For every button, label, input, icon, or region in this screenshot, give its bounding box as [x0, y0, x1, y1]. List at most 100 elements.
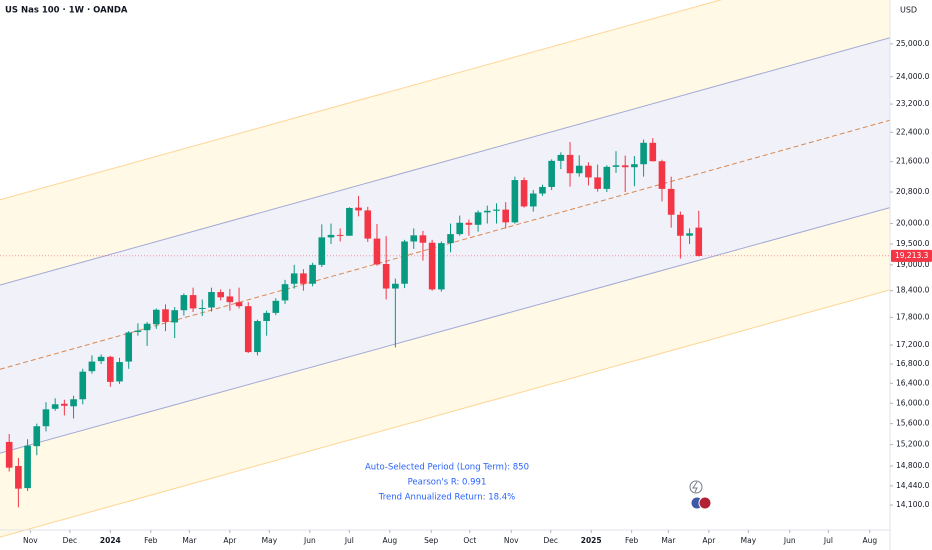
candle-body [548, 160, 555, 187]
candle-body [502, 209, 509, 223]
x-tick-label: Feb [625, 536, 639, 545]
candle-body [171, 310, 178, 323]
candle-body [520, 180, 528, 207]
candle-body [603, 166, 611, 189]
candle-body [612, 165, 620, 167]
x-tick-label: May [741, 536, 757, 545]
x-tick-label: Mar [182, 536, 197, 545]
candle-body [373, 238, 381, 265]
candle-body [125, 332, 133, 362]
candle-body [686, 233, 693, 236]
y-tick-label: 17,800.0 [896, 312, 930, 321]
candle-body [51, 404, 59, 409]
x-tick-label: Jun [783, 536, 796, 545]
x-tick-label: Mar [661, 536, 676, 545]
x-tick-label: Dec [63, 536, 78, 545]
candle-body [226, 296, 234, 303]
x-tick-label: May [262, 536, 278, 545]
y-tick-label: 15,200.0 [896, 440, 930, 449]
candle-body [677, 214, 684, 236]
x-tick-label: Aug [862, 536, 877, 545]
currency-label: USD [900, 6, 917, 15]
channel-line [0, 0, 723, 201]
y-tick-label: 16,000.0 [896, 398, 930, 407]
x-tick-label: Feb [144, 536, 158, 545]
candle-body [5, 441, 13, 468]
candle-body [483, 210, 491, 213]
channel-outer-band [0, 207, 890, 538]
candle-body [447, 234, 454, 244]
candle-body [70, 399, 77, 407]
x-tick-label: Nov [23, 536, 38, 545]
x-tick-label: Jul [344, 536, 354, 545]
x-tick-label: 2024 [100, 536, 121, 545]
channel-outer-band [0, 0, 890, 286]
candle-body [658, 161, 666, 189]
x-tick-label: Oct [463, 536, 476, 545]
candle-body [364, 210, 372, 239]
candle-body [24, 445, 31, 489]
candle-body [318, 237, 326, 265]
candle-body [419, 235, 427, 243]
candle-body [152, 309, 160, 325]
y-tick-label: 18,400.0 [896, 286, 930, 295]
event-icon-glyph [692, 481, 698, 493]
candle-body [649, 142, 657, 162]
y-tick-label: 14,440.0 [896, 481, 930, 490]
candle-body [15, 466, 22, 489]
candle-body [290, 273, 298, 284]
candle-body [134, 330, 142, 333]
candle-body [539, 186, 546, 194]
candle-body [88, 361, 96, 372]
axes: 25,000.0 24,000.0 23,200.0 22,400.0 21,600.0… [23, 39, 932, 545]
candle-body [621, 165, 629, 168]
candle-body [107, 356, 114, 382]
candle-body [309, 264, 316, 284]
event-icon[interactable] [689, 480, 703, 494]
last-price-label: 19,213.3 [895, 251, 929, 260]
y-tick-label: 14,800.0 [896, 461, 930, 470]
y-tick-label: 23,200.0 [896, 99, 930, 108]
y-tick-label: 15,600.0 [896, 419, 930, 428]
candle-body [401, 241, 408, 284]
y-tick-label: 16,400.0 [896, 378, 930, 387]
candle-body [189, 295, 197, 309]
candle-body [428, 242, 436, 290]
y-tick-label: 19,000.0 [896, 260, 930, 269]
candle-body [465, 222, 473, 225]
x-tick-label: Sep [424, 536, 438, 545]
x-tick-label: 2025 [581, 536, 602, 545]
candle-body [382, 264, 390, 289]
x-tick-label: Apr [702, 536, 716, 545]
candle-body [254, 321, 261, 353]
plot-area [0, 0, 891, 538]
candle-body [272, 300, 280, 313]
candle-body [61, 403, 68, 406]
x-tick-label: Jul [823, 536, 833, 545]
chart-title: US Nas 100 · 1W · OANDA [5, 6, 128, 16]
annotation: Auto-Selected Period (Long Term): 850 [365, 463, 529, 473]
annotation: Pearson's R: 0.991 [408, 478, 487, 488]
candle-body [327, 234, 335, 238]
channel-line [0, 37, 891, 286]
x-tick-label: Aug [383, 536, 398, 545]
y-tick-label: 20,800.0 [896, 187, 930, 196]
x-tick-label: Jun [303, 536, 316, 545]
candle-body [33, 426, 41, 447]
candle-body [143, 323, 151, 331]
channel-line [0, 289, 891, 538]
event-icons[interactable] [689, 480, 712, 510]
candle-body [511, 180, 519, 223]
candle-body [575, 165, 583, 174]
y-tick-label: 14,100.0 [896, 500, 930, 509]
candle-body [208, 292, 215, 308]
flag-icon[interactable] [698, 496, 712, 510]
candle-body [244, 306, 252, 353]
candle-body [198, 307, 206, 309]
candle-body [493, 209, 500, 211]
candle-body [263, 312, 270, 322]
last-price-tag [891, 249, 932, 262]
y-tick-label: 22,400.0 [896, 127, 930, 136]
